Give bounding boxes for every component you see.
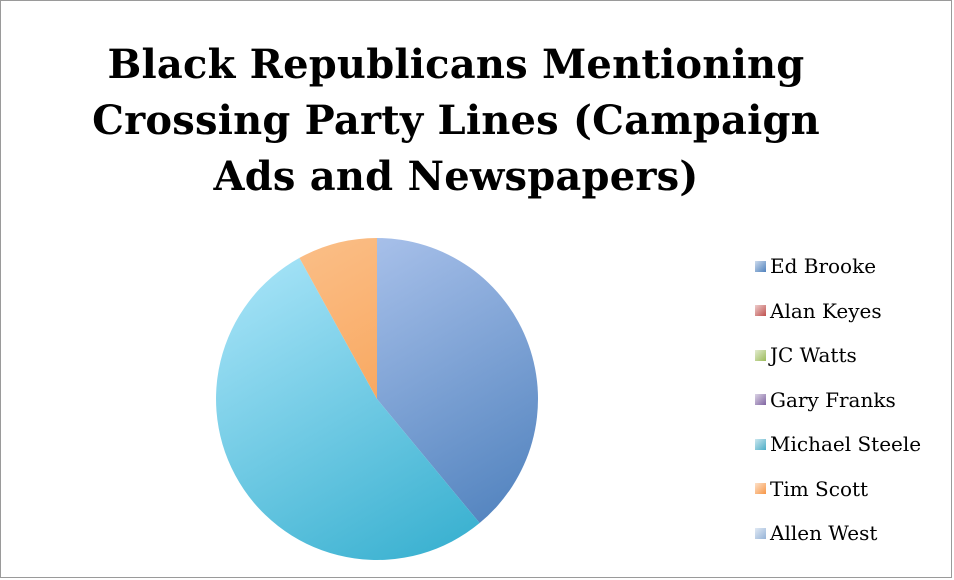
- legend-label-michael-steele: Michael Steele: [770, 432, 922, 457]
- legend-swatch-alan-keyes: [755, 305, 766, 317]
- pie-slice-michael-steele: [216, 257, 480, 560]
- chart-title-line-2: Crossing Party Lines (Campaign: [92, 97, 820, 144]
- chart-legend: Ed Brooke Alan Keyes JC Watts Gary Frank…: [755, 244, 945, 556]
- chart-title-line-1: Black Republicans Mentioning: [107, 41, 805, 88]
- legend-label-alan-keyes: Alan Keyes: [770, 298, 882, 323]
- legend-label-ed-brooke: Ed Brooke: [770, 254, 877, 279]
- legend-swatch-jc-watts: [755, 349, 766, 361]
- chart-title: Black Republicans Mentioning Crossing Pa…: [41, 37, 871, 205]
- pie-slice-allen-west: [377, 238, 539, 524]
- legend-swatch-gary-franks: [755, 394, 766, 406]
- legend-item-allen-west: Allen West: [755, 511, 945, 556]
- legend-label-tim-scott: Tim Scott: [770, 476, 869, 501]
- legend-item-tim-scott: Tim Scott: [755, 467, 945, 512]
- legend-item-jc-watts: JC Watts: [755, 333, 945, 378]
- legend-item-gary-franks: Gary Franks: [755, 378, 945, 423]
- legend-label-jc-watts: JC Watts: [770, 343, 857, 368]
- chart-title-line-3: Ads and Newspapers): [213, 153, 699, 200]
- legend-swatch-michael-steele: [755, 438, 766, 450]
- legend-item-ed-brooke: Ed Brooke: [755, 244, 945, 289]
- legend-swatch-allen-west: [755, 527, 766, 539]
- legend-swatch-tim-scott: [755, 483, 766, 495]
- legend-label-gary-franks: Gary Franks: [770, 387, 896, 412]
- pie-slice-tim-scott: [299, 238, 377, 399]
- legend-swatch-ed-brooke: [755, 260, 766, 272]
- legend-item-alan-keyes: Alan Keyes: [755, 289, 945, 334]
- legend-label-allen-west: Allen West: [770, 521, 878, 546]
- legend-item-michael-steele: Michael Steele: [755, 422, 945, 467]
- pie-slices: [216, 238, 539, 560]
